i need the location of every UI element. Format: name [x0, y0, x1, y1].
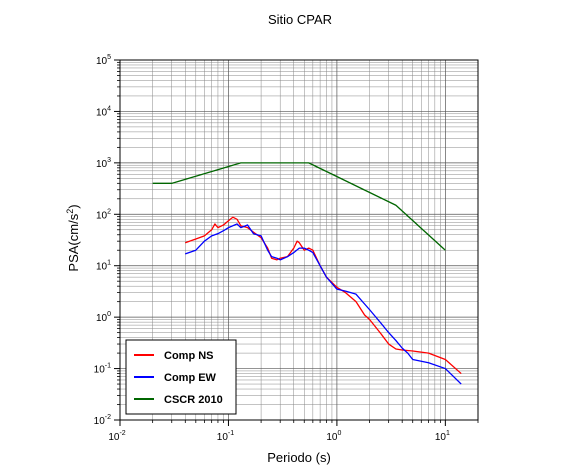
y-tick-label-exp: -2 [105, 414, 111, 421]
plot-frame [119, 59, 479, 421]
series-line-comp-ns [185, 216, 462, 375]
y-tick-label-base: 10 [96, 107, 108, 118]
y-tick-label: 10-1 [94, 363, 111, 376]
y-tick-label: 103 [96, 157, 111, 170]
x-axis-label: Periodo (s) [267, 450, 331, 465]
y-tick-label-base: 10 [96, 262, 108, 273]
series-line-cscr-2010 [152, 162, 446, 251]
legend-label-comp-ew: Comp EW [164, 372, 217, 384]
y-tick-label: 10-2 [94, 414, 111, 427]
y-tick-label-base: 10 [96, 313, 108, 324]
y-tick-label-base: 10 [94, 416, 106, 427]
x-tick-label-base: 10 [108, 432, 120, 443]
y-tick-label-base: 10 [94, 365, 106, 376]
y-axis-label-main: PSA(cm/s [66, 213, 81, 271]
chart-title: Sitio CPAR [268, 12, 332, 27]
x-tick-label-exp: 0 [338, 430, 342, 437]
y-tick-label-exp: 2 [107, 208, 111, 215]
y-axis-label-sup: 2 [65, 209, 75, 214]
y-tick-label-base: 10 [96, 210, 108, 221]
x-tick-label-base: 10 [217, 432, 229, 443]
x-tick-label: 10-2 [108, 430, 125, 443]
y-tick-label: 101 [96, 260, 111, 273]
legend: Comp NS Comp EW CSCR 2010 [125, 339, 237, 415]
axis-ticks [114, 59, 479, 426]
series-layer [152, 162, 462, 385]
y-tick-label-exp: 1 [107, 260, 111, 267]
legend-label-cscr-2010: CSCR 2010 [164, 394, 223, 406]
x-tick-label-base: 10 [326, 432, 338, 443]
x-tick-label-exp: -2 [119, 430, 125, 437]
y-tick-label: 100 [96, 311, 111, 324]
y-tick-label-base: 10 [96, 159, 108, 170]
y-tick-label-exp: 0 [107, 311, 111, 318]
y-tick-label-exp: 3 [107, 157, 111, 164]
y-tick-label: 102 [96, 208, 111, 221]
x-tick-labels: 10-2 10-1 100 101 [108, 430, 450, 443]
y-tick-label: 104 [96, 105, 111, 118]
y-tick-label-exp: 5 [107, 54, 111, 61]
y-tick-label: 105 [96, 54, 111, 67]
series-line-comp-ew [185, 223, 462, 385]
x-tick-label-base: 10 [435, 432, 447, 443]
x-tick-label: 101 [435, 430, 450, 443]
y-tick-label-base: 10 [96, 56, 108, 67]
y-tick-label-exp: 4 [107, 105, 111, 112]
x-tick-label: 100 [326, 430, 341, 443]
x-tick-label: 10-1 [217, 430, 234, 443]
y-axis-label: PSA(cm/s2) [65, 204, 81, 271]
x-tick-label-exp: 1 [446, 430, 450, 437]
x-tick-label-exp: -1 [228, 430, 234, 437]
y-tick-label-exp: -1 [105, 363, 111, 370]
legend-label-comp-ns: Comp NS [164, 350, 214, 362]
y-axis-label-close: ) [66, 204, 81, 208]
